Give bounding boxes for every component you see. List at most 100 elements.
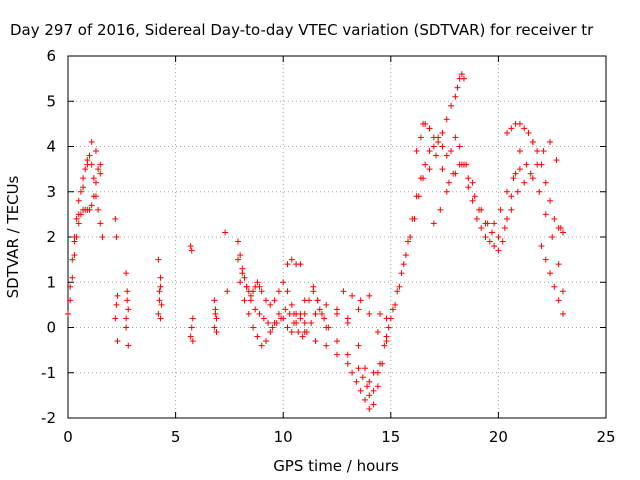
- y-tick-label: -1: [41, 364, 56, 382]
- data-point: [349, 292, 356, 299]
- data-point: [454, 84, 461, 91]
- data-point: [211, 324, 218, 331]
- data-point: [495, 234, 502, 240]
- data-point: [389, 306, 396, 313]
- data-point: [254, 333, 261, 340]
- data-point: [426, 148, 433, 155]
- data-point: [284, 324, 291, 331]
- data-point: [280, 315, 287, 322]
- data-point: [448, 102, 455, 109]
- data-point: [84, 161, 91, 168]
- data-point: [188, 247, 195, 254]
- data-point: [538, 243, 545, 250]
- data-point: [95, 166, 102, 173]
- data-point: [540, 148, 547, 155]
- data-point: [114, 292, 121, 299]
- data-point: [189, 315, 196, 322]
- data-point: [256, 283, 263, 290]
- data-point: [243, 283, 250, 290]
- y-tick-label: 0: [46, 319, 56, 337]
- data-point: [123, 315, 130, 322]
- data-point: [99, 234, 106, 240]
- data-point: [73, 215, 80, 222]
- y-tick-label: -2: [41, 409, 56, 427]
- data-point: [73, 234, 80, 240]
- data-point: [334, 306, 340, 313]
- data-point: [114, 338, 121, 345]
- data-point: [284, 261, 291, 268]
- data-point: [452, 134, 459, 141]
- data-point: [405, 238, 412, 245]
- data-point: [323, 301, 330, 308]
- data-point: [355, 306, 362, 313]
- data-point: [301, 297, 308, 304]
- y-tick-label: 5: [46, 92, 56, 110]
- data-point: [288, 301, 295, 308]
- data-point: [301, 329, 308, 336]
- data-point: [355, 342, 362, 349]
- data-point: [542, 256, 549, 263]
- data-point: [504, 129, 511, 136]
- data-point: [426, 166, 433, 173]
- data-point: [318, 310, 325, 317]
- data-point: [547, 138, 554, 145]
- data-point: [353, 378, 360, 385]
- data-point: [465, 175, 472, 182]
- data-point: [314, 297, 321, 304]
- data-point: [80, 184, 87, 191]
- data-point: [77, 188, 84, 195]
- x-axis-title: GPS time / hours: [273, 457, 399, 475]
- data-point: [187, 333, 194, 340]
- data-point: [88, 202, 95, 209]
- data-point: [254, 279, 261, 286]
- data-point: [402, 252, 409, 259]
- data-point: [398, 270, 405, 277]
- data-point: [508, 193, 515, 200]
- data-point: [312, 338, 319, 345]
- data-point: [357, 387, 364, 394]
- data-point: [426, 125, 433, 132]
- data-point: [95, 206, 102, 213]
- data-point: [555, 224, 562, 231]
- data-point: [297, 261, 304, 268]
- data-point: [370, 369, 377, 376]
- data-point: [157, 274, 164, 281]
- data-point: [430, 220, 437, 227]
- data-point: [280, 279, 287, 286]
- data-point: [516, 166, 523, 173]
- data-point: [559, 229, 566, 236]
- data-point: [396, 283, 403, 290]
- data-point: [501, 224, 508, 231]
- data-point: [521, 179, 528, 186]
- data-point: [312, 310, 319, 317]
- data-point: [157, 315, 164, 322]
- data-point: [473, 215, 480, 222]
- y-tick-label: 1: [46, 273, 56, 291]
- data-point: [445, 179, 452, 186]
- data-point: [439, 166, 446, 173]
- data-point: [75, 220, 82, 227]
- data-point: [516, 120, 523, 127]
- data-point: [555, 297, 562, 304]
- data-point: [67, 283, 74, 290]
- data-point: [525, 129, 532, 136]
- data-point: [267, 301, 274, 308]
- data-point: [75, 197, 82, 204]
- data-point: [349, 369, 356, 376]
- data-point: [69, 274, 76, 281]
- data-point: [275, 288, 282, 295]
- data-point: [212, 310, 219, 317]
- data-point: [97, 161, 104, 168]
- data-point: [113, 301, 120, 308]
- data-point: [508, 125, 515, 132]
- data-point: [237, 279, 244, 286]
- data-point: [125, 306, 132, 313]
- data-point: [542, 211, 549, 218]
- data-point: [394, 288, 401, 295]
- data-point: [92, 148, 99, 155]
- data-point: [189, 338, 196, 345]
- data-point: [187, 243, 194, 250]
- data-point: [97, 170, 104, 177]
- data-point: [482, 234, 489, 240]
- data-point: [478, 224, 485, 231]
